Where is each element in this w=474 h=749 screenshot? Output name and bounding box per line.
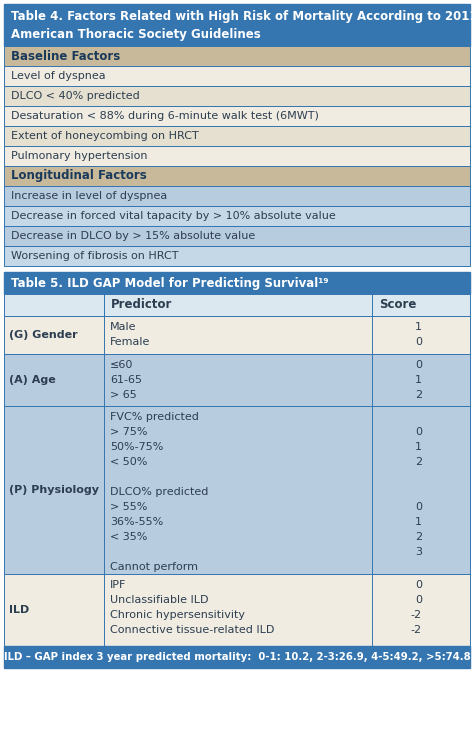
Text: DLCO < 40% predicted: DLCO < 40% predicted — [11, 91, 140, 101]
Bar — [4, 646, 470, 668]
Bar — [4, 66, 470, 86]
Text: Decrease in DLCO by > 15% absolute value: Decrease in DLCO by > 15% absolute value — [11, 231, 255, 241]
Text: Longitudinal Factors: Longitudinal Factors — [11, 169, 147, 183]
Text: Extent of honeycombing on HRCT: Extent of honeycombing on HRCT — [11, 131, 199, 141]
Text: ILD – GAP index 3 year predicted mortality:  0-1: 10.2, 2-3:26.9, 4-5:49.2, >5:7: ILD – GAP index 3 year predicted mortali… — [4, 652, 470, 662]
Text: (P) Physiology: (P) Physiology — [9, 485, 99, 495]
Text: Baseline Factors: Baseline Factors — [11, 49, 120, 62]
Text: 0: 0 — [415, 360, 422, 370]
Text: (G) Gender: (G) Gender — [9, 330, 78, 340]
Text: < 35%: < 35% — [110, 532, 147, 542]
Bar — [4, 246, 470, 266]
Text: Female: Female — [110, 337, 150, 347]
Text: Pulmonary hypertension: Pulmonary hypertension — [11, 151, 147, 161]
Text: 1: 1 — [415, 322, 422, 332]
Text: > 65: > 65 — [110, 390, 137, 400]
Bar — [4, 86, 470, 106]
Bar — [4, 186, 470, 206]
Text: 0: 0 — [415, 502, 422, 512]
Text: IPF: IPF — [110, 580, 127, 590]
Text: 1: 1 — [415, 517, 422, 527]
Bar — [4, 4, 470, 46]
Text: 0: 0 — [415, 595, 422, 605]
Text: Increase in level of dyspnea: Increase in level of dyspnea — [11, 191, 167, 201]
Text: 0: 0 — [415, 580, 422, 590]
Text: > 55%: > 55% — [110, 502, 147, 512]
Text: 36%-55%: 36%-55% — [110, 517, 163, 527]
Text: 50%-75%: 50%-75% — [110, 442, 164, 452]
Text: FVC% predicted: FVC% predicted — [110, 412, 199, 422]
Text: 1: 1 — [415, 375, 422, 385]
Text: 2: 2 — [415, 532, 422, 542]
Text: Score: Score — [379, 299, 416, 312]
Text: < 50%: < 50% — [110, 457, 147, 467]
Text: -2: -2 — [411, 625, 422, 635]
Bar — [4, 574, 470, 646]
Text: (A) Age: (A) Age — [9, 375, 56, 385]
Text: 61-65: 61-65 — [110, 375, 142, 385]
Text: Worsening of fibrosis on HRCT: Worsening of fibrosis on HRCT — [11, 251, 179, 261]
Text: Connective tissue-related ILD: Connective tissue-related ILD — [110, 625, 274, 635]
Text: 3: 3 — [415, 547, 422, 557]
Bar — [4, 316, 470, 354]
Text: Chronic hypersensitivity: Chronic hypersensitivity — [110, 610, 245, 620]
Text: Table 5. ILD GAP Model for Predicting Survival¹⁹: Table 5. ILD GAP Model for Predicting Su… — [11, 276, 328, 290]
Text: Level of dyspnea: Level of dyspnea — [11, 71, 106, 81]
Bar — [4, 46, 470, 66]
Bar — [4, 272, 470, 294]
Text: Decrease in forced vital tapacity by > 10% absolute value: Decrease in forced vital tapacity by > 1… — [11, 211, 336, 221]
Text: 2: 2 — [415, 457, 422, 467]
Text: Cannot perform: Cannot perform — [110, 562, 198, 572]
Bar — [4, 126, 470, 146]
Bar — [4, 406, 470, 574]
Text: 0: 0 — [415, 427, 422, 437]
Bar — [4, 166, 470, 186]
Bar — [4, 354, 470, 406]
Text: Male: Male — [110, 322, 137, 332]
Text: Unclassifiable ILD: Unclassifiable ILD — [110, 595, 209, 605]
Bar — [4, 206, 470, 226]
Bar — [4, 146, 470, 166]
Text: Predictor: Predictor — [111, 299, 173, 312]
Text: ILD: ILD — [9, 605, 29, 615]
Text: DLCO% predicted: DLCO% predicted — [110, 487, 209, 497]
Bar — [4, 106, 470, 126]
Text: 1: 1 — [415, 442, 422, 452]
Text: 2: 2 — [415, 390, 422, 400]
Text: > 75%: > 75% — [110, 427, 147, 437]
Text: Table 4. Factors Related with High Risk of Mortality According to 2011
American : Table 4. Factors Related with High Risk … — [11, 10, 474, 41]
Bar — [4, 294, 470, 316]
Text: ≤60: ≤60 — [110, 360, 133, 370]
Text: -2: -2 — [411, 610, 422, 620]
Text: Desaturation < 88% during 6-minute walk test (6MWT): Desaturation < 88% during 6-minute walk … — [11, 111, 319, 121]
Text: 0: 0 — [415, 337, 422, 347]
Bar — [4, 226, 470, 246]
